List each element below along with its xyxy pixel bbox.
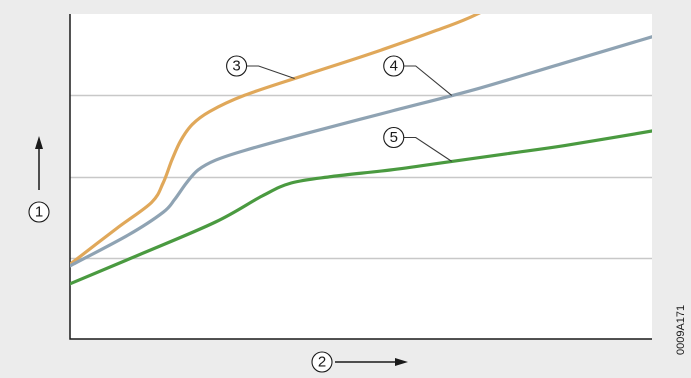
axes xyxy=(69,14,652,340)
series-line-3 xyxy=(70,14,481,266)
callout-leader-3 xyxy=(246,65,295,80)
series-callout-3: 3 xyxy=(226,55,295,80)
series-line-5 xyxy=(70,129,652,286)
y-axis-arrowhead xyxy=(35,136,43,149)
callout-circle-5 xyxy=(383,126,405,149)
series-label-5: 5 xyxy=(390,129,398,146)
series-label-3: 3 xyxy=(232,58,240,75)
series-line-4 xyxy=(70,35,652,268)
callout-leader-4 xyxy=(403,65,453,96)
callout-circle-4 xyxy=(383,55,405,77)
y-axis-label-group: 1 xyxy=(28,136,50,223)
series-callout-5: 5 xyxy=(383,126,453,162)
series-layer xyxy=(70,14,652,286)
series-callout-4: 4 xyxy=(383,55,453,96)
callout-circle-3 xyxy=(226,55,248,77)
y-axis-label-circle xyxy=(28,201,50,223)
callout-leader-5 xyxy=(403,136,453,162)
x-axis-arrowhead xyxy=(395,358,408,366)
x-axis-label: 2 xyxy=(318,354,326,371)
callout-layer: 3 4 5 xyxy=(226,55,453,162)
series-label-4: 4 xyxy=(390,58,398,75)
figure-reference-code: 0009A171 xyxy=(675,305,687,355)
y-axis-label: 1 xyxy=(35,204,43,221)
x-axis-label-circle xyxy=(311,351,333,373)
x-axis-label-group: 2 xyxy=(311,351,408,373)
